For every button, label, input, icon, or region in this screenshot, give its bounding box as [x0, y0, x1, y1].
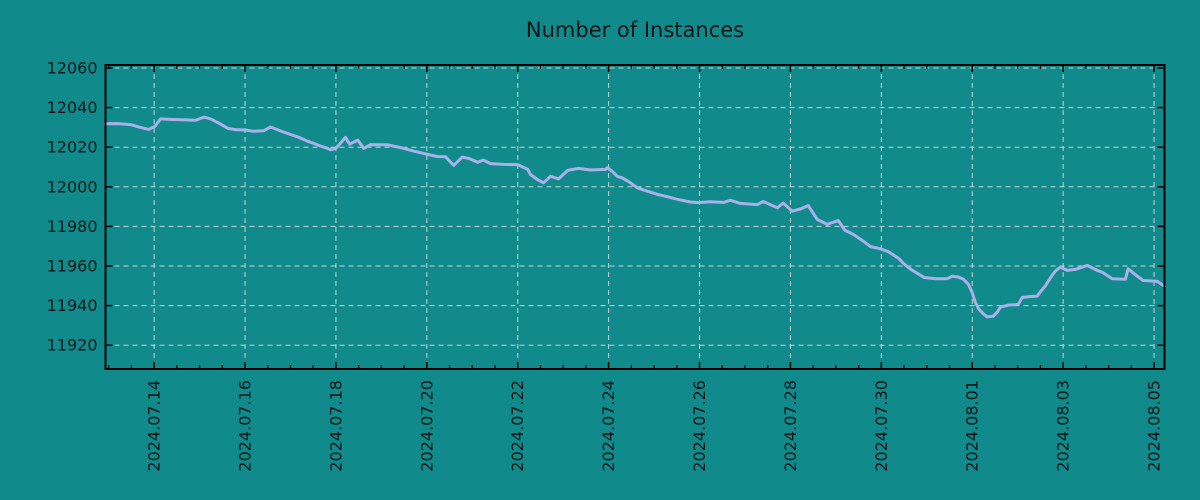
x-tick-label: 2024.07.24: [599, 380, 618, 472]
data-series: [104, 115, 1166, 319]
x-tick-label: 2024.07.28: [781, 380, 800, 472]
y-tick-label: 12040: [47, 98, 98, 117]
axis-ticks: [105, 65, 1165, 369]
y-tick-label: 12020: [47, 138, 98, 157]
axis-tick-labels: 11920 11940 11960 11980 12000 12020 12040 12060…: [47, 58, 1164, 471]
y-tick-label: 12000: [47, 177, 98, 196]
y-tick-label: 11980: [47, 217, 98, 236]
x-tick-label: 2024.07.14: [145, 380, 164, 472]
data-line: [104, 115, 1166, 319]
x-tick-label: 2024.08.01: [963, 380, 982, 472]
x-tick-label: 2024.07.30: [872, 380, 891, 472]
plot-border: [104, 64, 1166, 370]
x-tick-label: 2024.08.03: [1054, 380, 1073, 472]
y-tick-label: 12060: [47, 58, 98, 77]
y-tick-label: 11960: [47, 257, 98, 276]
x-tick-label: 2024.07.22: [508, 380, 527, 472]
y-tick-label: 11920: [47, 336, 98, 355]
chart-title: Number of Instances: [526, 18, 744, 42]
x-tick-label: 2024.07.26: [690, 380, 709, 472]
x-tick-label: 2024.07.18: [326, 380, 345, 472]
y-tick-label: 11940: [47, 296, 98, 315]
x-tick-label: 2024.07.20: [417, 380, 436, 472]
grid-lines: [105, 65, 1165, 369]
x-tick-label: 2024.08.05: [1145, 380, 1164, 472]
x-tick-label: 2024.07.16: [236, 380, 255, 472]
